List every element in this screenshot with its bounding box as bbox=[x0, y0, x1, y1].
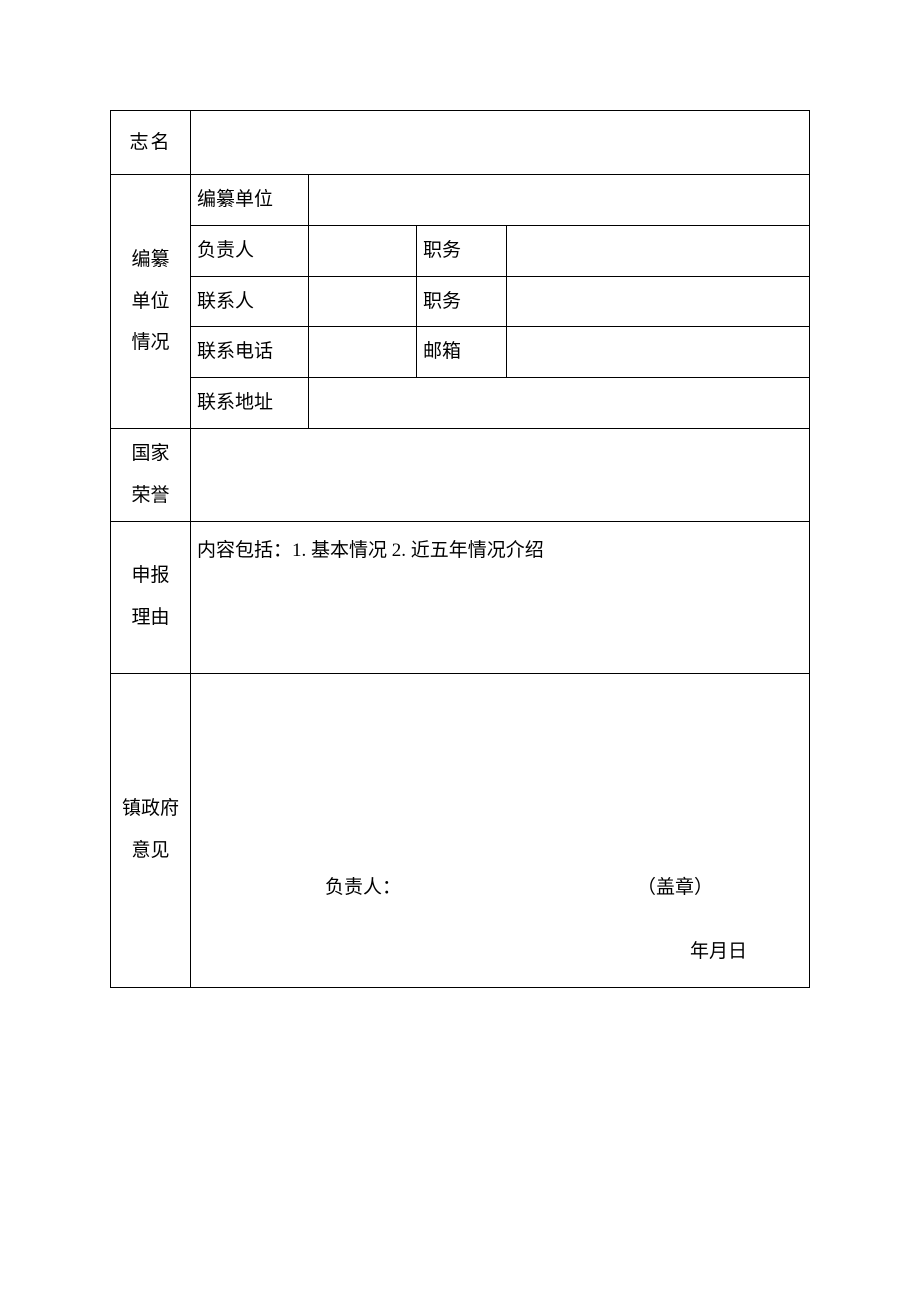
label-unit-group-l1: 编纂 bbox=[117, 239, 184, 281]
opinion-responsible-label: 负责人： bbox=[325, 867, 401, 909]
label-reason-l2: 理由 bbox=[117, 597, 184, 639]
value-lianxiren-zhiwu[interactable] bbox=[507, 276, 810, 327]
label-opinion-l2: 意见 bbox=[117, 830, 184, 872]
value-fuzeren[interactable] bbox=[309, 225, 417, 276]
label-bianzuan-danwei: 编纂单位 bbox=[191, 175, 309, 226]
label-lianxiren: 联系人 bbox=[191, 276, 309, 327]
label-fuzeren: 负责人 bbox=[191, 225, 309, 276]
label-honor-l1: 国家 bbox=[117, 433, 184, 475]
opinion-date-label: 年月日 bbox=[690, 941, 747, 962]
label-reason-l1: 申报 bbox=[117, 555, 184, 597]
label-lianxidianhua: 联系电话 bbox=[191, 327, 309, 378]
label-zhiming: 志名 bbox=[111, 111, 191, 175]
label-unit-group-l3: 情况 bbox=[117, 322, 184, 364]
label-honor: 国家 荣誉 bbox=[111, 428, 191, 521]
application-form-table: 志名 编纂 单位 情况 编纂单位 负责人 职务 联系人 职务 联系电话 邮箱 联… bbox=[110, 110, 810, 988]
label-lianxidizhi: 联系地址 bbox=[191, 378, 309, 429]
value-zhiming[interactable] bbox=[191, 111, 810, 175]
label-zhiwu1: 职务 bbox=[417, 225, 507, 276]
value-honor[interactable] bbox=[191, 428, 810, 521]
label-opinion: 镇政府 意见 bbox=[111, 673, 191, 987]
label-opinion-l1: 镇政府 bbox=[117, 788, 184, 830]
value-bianzuan-danwei[interactable] bbox=[309, 175, 810, 226]
value-fuzeren-zhiwu[interactable] bbox=[507, 225, 810, 276]
value-reason[interactable]: 内容包括：1. 基本情况 2. 近五年情况介绍 bbox=[191, 521, 810, 673]
label-zhiwu2: 职务 bbox=[417, 276, 507, 327]
label-unit-group: 编纂 单位 情况 bbox=[111, 175, 191, 429]
label-youxiang: 邮箱 bbox=[417, 327, 507, 378]
opinion-date-line: 年月日 bbox=[197, 931, 803, 973]
label-unit-group-l2: 单位 bbox=[117, 281, 184, 323]
label-reason: 申报 理由 bbox=[111, 521, 191, 673]
opinion-signature-line: 负责人： （盖章） bbox=[197, 867, 803, 909]
value-youxiang[interactable] bbox=[507, 327, 810, 378]
value-lianxiren[interactable] bbox=[309, 276, 417, 327]
value-opinion[interactable]: 负责人： （盖章） 年月日 bbox=[191, 673, 810, 987]
opinion-seal-label: （盖章） bbox=[637, 867, 713, 909]
value-lianxidianhua[interactable] bbox=[309, 327, 417, 378]
label-honor-l2: 荣誉 bbox=[117, 475, 184, 517]
value-lianxidizhi[interactable] bbox=[309, 378, 810, 429]
